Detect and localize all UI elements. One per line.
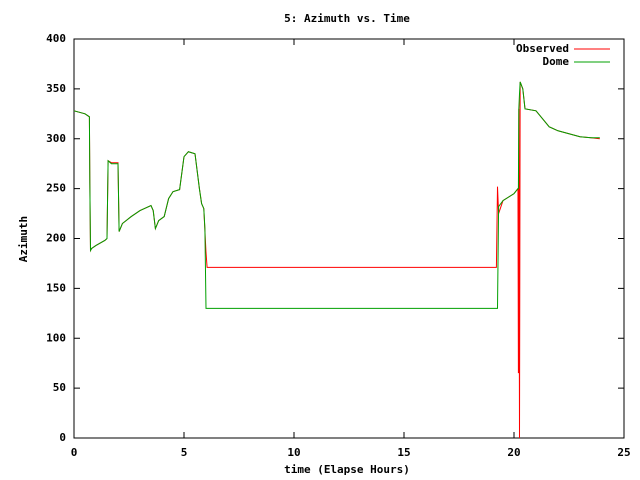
chart-title: 5: Azimuth vs. Time [284, 12, 410, 25]
series-line [73, 81, 600, 439]
x-tick-label: 25 [617, 446, 630, 459]
y-tick-label: 150 [46, 281, 66, 294]
x-axis-label: time (Elapse Hours) [284, 463, 410, 476]
x-tick-label: 20 [507, 446, 520, 459]
x-tick-label: 0 [71, 446, 78, 459]
y-tick-label: 300 [46, 132, 66, 145]
legend-label: Observed [516, 42, 569, 55]
y-tick-label: 350 [46, 82, 66, 95]
x-tick-label: 15 [397, 446, 410, 459]
legend-label: Dome [543, 55, 570, 68]
series-line [73, 81, 600, 309]
y-tick-label: 400 [46, 32, 66, 45]
y-tick-label: 250 [46, 182, 66, 195]
y-tick-label: 0 [59, 431, 66, 444]
plot-border [73, 38, 625, 439]
x-tick-label: 5 [181, 446, 188, 459]
y-tick-label: 100 [46, 331, 66, 344]
y-tick-label: 200 [46, 232, 66, 245]
y-axis-label: Azimuth [17, 216, 30, 262]
y-tick-label: 50 [53, 381, 66, 394]
x-tick-label: 10 [287, 446, 300, 459]
